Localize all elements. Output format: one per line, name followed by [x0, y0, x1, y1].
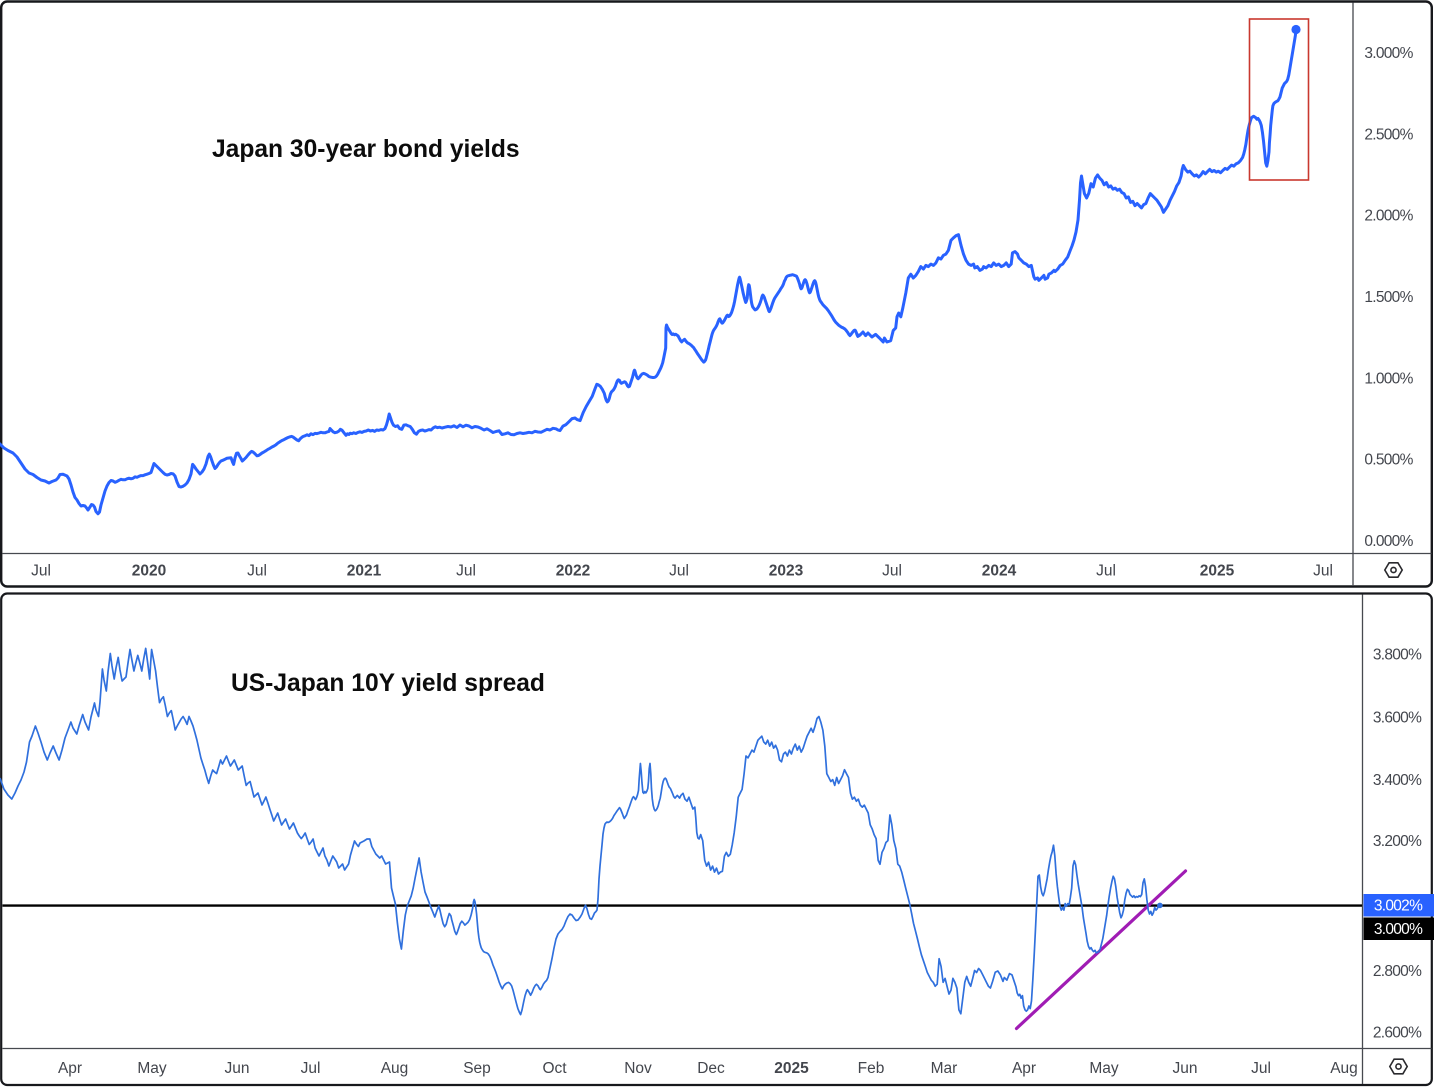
svg-text:Jul: Jul: [1313, 563, 1333, 580]
svg-text:3.800%: 3.800%: [1373, 647, 1422, 664]
svg-text:Nov: Nov: [624, 1060, 652, 1077]
svg-text:Jul: Jul: [31, 563, 51, 580]
svg-text:Jul: Jul: [1251, 1060, 1271, 1077]
svg-text:Apr: Apr: [58, 1060, 82, 1077]
svg-text:0.500%: 0.500%: [1364, 452, 1413, 469]
svg-text:Mar: Mar: [931, 1060, 958, 1077]
svg-text:1.500%: 1.500%: [1364, 289, 1413, 306]
svg-text:2021: 2021: [347, 563, 382, 580]
svg-text:3.000%: 3.000%: [1364, 45, 1413, 62]
svg-text:May: May: [1089, 1060, 1119, 1077]
svg-text:Japan 30-year bond yields: Japan 30-year bond yields: [212, 136, 520, 163]
svg-text:3.002%: 3.002%: [1374, 898, 1423, 915]
svg-text:Jul: Jul: [882, 563, 902, 580]
svg-text:US-Japan 10Y yield spread: US-Japan 10Y yield spread: [231, 670, 545, 697]
svg-text:Jun: Jun: [1173, 1060, 1198, 1077]
svg-text:Jul: Jul: [456, 563, 476, 580]
svg-text:2.800%: 2.800%: [1373, 963, 1422, 980]
svg-text:3.400%: 3.400%: [1373, 772, 1422, 789]
svg-text:3.200%: 3.200%: [1373, 833, 1422, 850]
svg-text:2025: 2025: [1200, 563, 1235, 580]
svg-text:Aug: Aug: [381, 1060, 409, 1077]
svg-text:2023: 2023: [769, 563, 804, 580]
svg-text:3.600%: 3.600%: [1373, 709, 1422, 726]
svg-text:2.000%: 2.000%: [1364, 208, 1413, 225]
svg-text:Apr: Apr: [1012, 1060, 1036, 1077]
svg-text:Jun: Jun: [225, 1060, 250, 1077]
svg-text:2.600%: 2.600%: [1373, 1025, 1422, 1042]
svg-text:Jul: Jul: [247, 563, 267, 580]
svg-text:2024: 2024: [982, 563, 1017, 580]
svg-text:3.000%: 3.000%: [1374, 921, 1423, 938]
svg-text:Dec: Dec: [697, 1060, 725, 1077]
svg-text:Oct: Oct: [542, 1060, 567, 1077]
svg-text:0.000%: 0.000%: [1364, 533, 1413, 550]
svg-text:Aug: Aug: [1330, 1060, 1358, 1077]
svg-text:Jul: Jul: [669, 563, 689, 580]
svg-text:2020: 2020: [132, 563, 166, 580]
svg-text:May: May: [137, 1060, 167, 1077]
svg-text:1.000%: 1.000%: [1364, 370, 1413, 387]
svg-text:Sep: Sep: [463, 1060, 491, 1077]
svg-text:2025: 2025: [774, 1060, 809, 1077]
svg-text:Feb: Feb: [858, 1060, 885, 1077]
svg-text:2022: 2022: [556, 563, 590, 580]
svg-text:Jul: Jul: [1096, 563, 1116, 580]
svg-text:2.500%: 2.500%: [1364, 126, 1413, 143]
svg-text:Jul: Jul: [301, 1060, 321, 1077]
